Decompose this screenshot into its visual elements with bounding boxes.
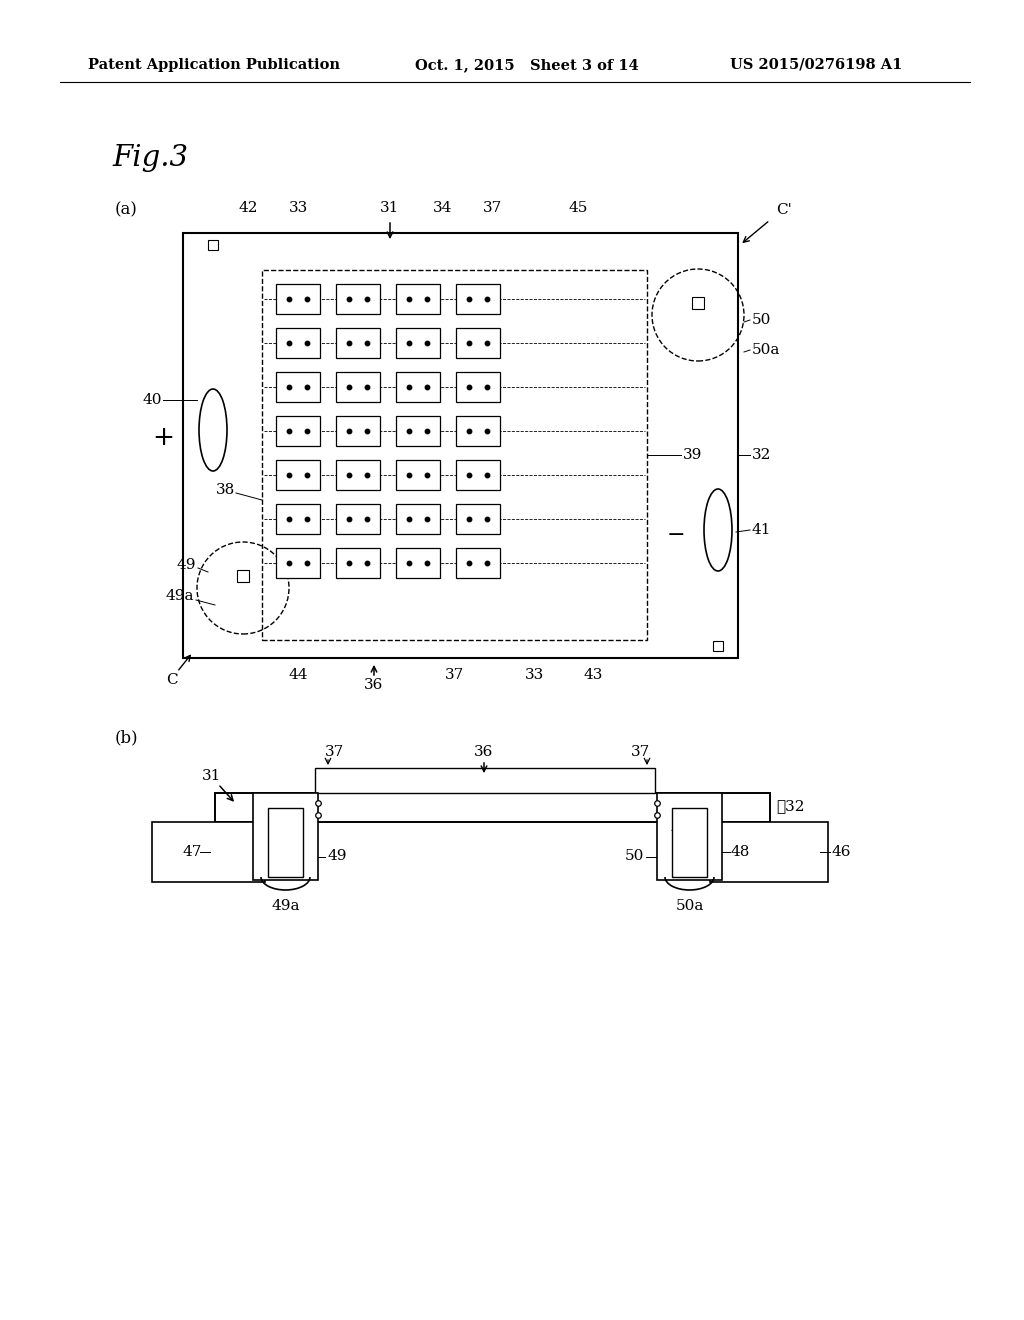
Text: 44: 44 (268, 822, 288, 837)
Text: 41: 41 (752, 523, 771, 537)
Text: 38: 38 (216, 483, 234, 498)
Text: 37: 37 (483, 201, 503, 215)
Ellipse shape (705, 488, 732, 572)
Text: 50: 50 (752, 313, 771, 327)
Bar (315, 768, 655, 793)
Text: 33: 33 (289, 201, 307, 215)
Bar (692, 297, 705, 309)
Text: +: + (152, 425, 174, 451)
Bar (262, 271, 647, 640)
Text: C': C' (776, 203, 792, 216)
Text: 49: 49 (328, 849, 347, 863)
Text: 37: 37 (445, 668, 465, 682)
Text: 50a: 50a (752, 343, 780, 356)
Text: 49: 49 (176, 558, 196, 572)
Bar (396, 327, 440, 358)
Bar (713, 642, 723, 651)
Bar (152, 822, 265, 882)
Bar (276, 416, 319, 446)
Text: 36: 36 (474, 744, 494, 759)
Text: −: − (667, 525, 685, 545)
Text: 37: 37 (326, 744, 345, 759)
Text: 34: 34 (433, 201, 453, 215)
Text: Oct. 1, 2015   Sheet 3 of 14: Oct. 1, 2015 Sheet 3 of 14 (415, 58, 639, 73)
Bar (456, 372, 500, 403)
Text: 43: 43 (584, 668, 603, 682)
Bar (456, 327, 500, 358)
Text: 45: 45 (568, 201, 588, 215)
Text: (b): (b) (115, 730, 138, 747)
Bar (456, 459, 500, 490)
Bar (336, 548, 380, 578)
Ellipse shape (199, 389, 227, 471)
Text: 42: 42 (239, 201, 258, 215)
Text: 44: 44 (288, 668, 308, 682)
Text: 31: 31 (380, 201, 399, 215)
Text: 37: 37 (631, 744, 649, 759)
Bar (396, 459, 440, 490)
Text: (a): (a) (115, 202, 138, 219)
Bar (336, 504, 380, 535)
Bar (456, 504, 500, 535)
Bar (456, 416, 500, 446)
Text: 33: 33 (525, 668, 545, 682)
Bar (215, 793, 770, 822)
Bar (336, 284, 380, 314)
Bar (336, 372, 380, 403)
Bar (456, 284, 500, 314)
Bar (657, 793, 722, 880)
Text: 47: 47 (182, 845, 202, 859)
Bar (710, 822, 828, 882)
Bar (276, 284, 319, 314)
Bar (268, 808, 303, 876)
Text: 46: 46 (831, 845, 852, 859)
Text: 50a: 50a (676, 899, 705, 913)
Bar (276, 459, 319, 490)
Text: US 2015/0276198 A1: US 2015/0276198 A1 (730, 58, 902, 73)
Bar (208, 240, 218, 249)
Text: Fig.3: Fig.3 (112, 144, 188, 172)
Text: 45: 45 (671, 822, 690, 837)
Text: 36: 36 (365, 678, 384, 692)
Bar (396, 504, 440, 535)
Bar (253, 793, 318, 880)
Bar (183, 234, 738, 657)
Text: 49a: 49a (166, 589, 194, 603)
Text: 49a: 49a (271, 899, 300, 913)
Bar (237, 570, 249, 582)
Text: 39: 39 (683, 447, 702, 462)
Bar (456, 548, 500, 578)
Bar (336, 327, 380, 358)
Bar (276, 327, 319, 358)
Text: 48: 48 (730, 845, 750, 859)
Text: 40: 40 (142, 393, 162, 407)
Text: Patent Application Publication: Patent Application Publication (88, 58, 340, 73)
Bar (276, 372, 319, 403)
Bar (396, 372, 440, 403)
Bar (276, 504, 319, 535)
Bar (336, 459, 380, 490)
Text: 50: 50 (625, 849, 644, 863)
Text: ∲32: ∲32 (776, 799, 805, 813)
Bar (276, 548, 319, 578)
Text: 32: 32 (752, 447, 771, 462)
Bar (672, 808, 707, 876)
Bar (396, 416, 440, 446)
Bar (396, 284, 440, 314)
Text: C: C (166, 673, 178, 686)
Text: 31: 31 (203, 770, 221, 783)
Bar (396, 548, 440, 578)
Bar (336, 416, 380, 446)
